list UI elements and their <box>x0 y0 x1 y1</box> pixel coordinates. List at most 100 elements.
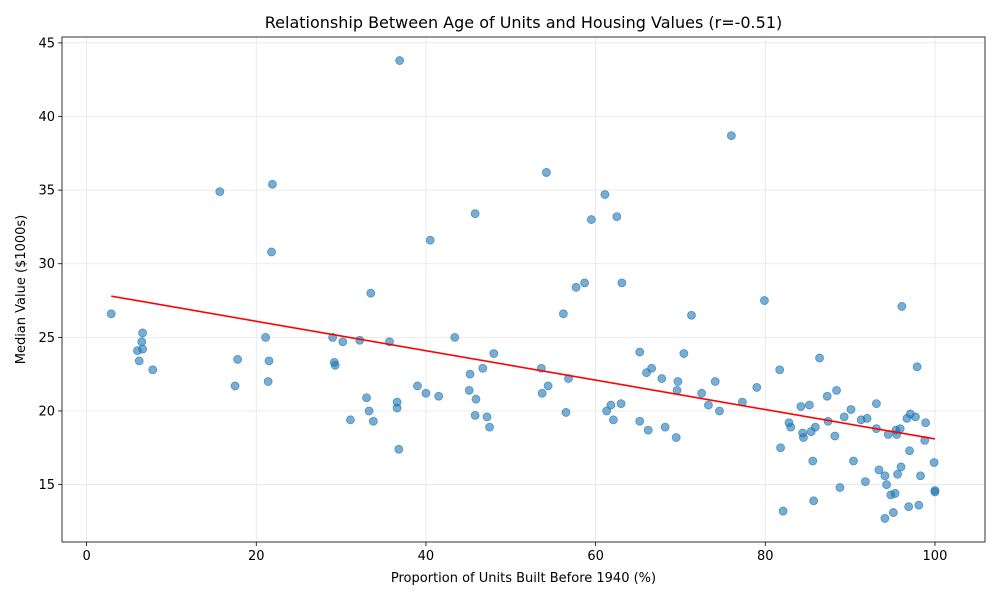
data-point <box>704 400 713 410</box>
x-axis-label: Proportion of Units Built Before 1940 (%… <box>391 571 656 586</box>
data-point <box>880 514 890 523</box>
y-tick-label: 30 <box>38 257 55 272</box>
data-point <box>862 413 872 423</box>
data-point <box>586 215 596 224</box>
data-point <box>485 422 494 432</box>
data-point <box>895 424 905 434</box>
data-point <box>617 278 627 288</box>
data-point <box>810 422 820 432</box>
data-point <box>726 131 736 141</box>
y-tick-label: 35 <box>38 184 55 199</box>
data-point <box>134 356 144 366</box>
data-point <box>809 496 819 506</box>
data-point <box>362 393 371 403</box>
data-point <box>233 355 243 364</box>
data-point <box>775 365 785 375</box>
data-point <box>392 403 402 413</box>
data-point <box>478 363 488 373</box>
data-point <box>138 328 147 338</box>
data-point <box>421 388 431 398</box>
data-point <box>815 353 824 363</box>
data-point <box>830 431 840 441</box>
data-point <box>558 309 568 319</box>
data-point <box>543 381 553 391</box>
data-point <box>904 502 914 512</box>
data-point <box>687 310 696 320</box>
data-point <box>471 394 481 404</box>
data-point <box>846 405 856 414</box>
data-point <box>571 282 581 292</box>
x-axis-ticks: 0 20 40 60 80 100 <box>82 542 947 564</box>
y-tick-label: 20 <box>38 404 55 419</box>
data-point <box>366 288 376 298</box>
y-axis-label: Median Value ($1000s) <box>14 215 29 365</box>
x-tick-label: 20 <box>248 549 265 564</box>
x-tick-label: 40 <box>418 549 435 564</box>
data-point <box>609 415 618 425</box>
data-point <box>263 377 273 386</box>
y-tick-label: 45 <box>38 36 55 51</box>
data-point <box>230 381 240 391</box>
data-point <box>839 412 849 422</box>
data-point <box>804 400 814 410</box>
data-point <box>434 391 444 401</box>
data-point <box>796 402 806 411</box>
data-point <box>660 422 670 432</box>
data-point <box>600 190 610 199</box>
data-point <box>330 360 340 370</box>
data-point <box>647 363 657 373</box>
data-point <box>394 444 404 454</box>
data-point <box>914 500 924 510</box>
data-point <box>464 385 474 395</box>
x-tick-label: 60 <box>587 549 604 564</box>
data-point <box>450 332 460 342</box>
data-point <box>760 296 769 305</box>
data-point <box>822 391 832 401</box>
data-point <box>874 465 884 475</box>
data-point <box>148 365 158 375</box>
data-point <box>778 506 788 516</box>
data-point <box>911 412 920 422</box>
data-point <box>697 388 707 398</box>
data-point <box>602 406 612 416</box>
data-point <box>860 477 870 487</box>
data-point <box>786 422 796 432</box>
data-point <box>916 471 925 481</box>
data-point <box>267 247 276 257</box>
data-point <box>673 377 683 386</box>
data-point <box>413 381 422 391</box>
data-points <box>106 56 940 523</box>
data-point <box>882 480 891 489</box>
data-point <box>368 416 378 426</box>
data-point <box>893 469 903 479</box>
data-point <box>752 383 762 392</box>
data-point <box>835 483 845 492</box>
data-point <box>215 187 225 196</box>
data-point <box>635 347 645 357</box>
data-point <box>929 458 939 467</box>
data-point <box>465 369 475 379</box>
data-point <box>888 508 898 517</box>
x-tick-label: 80 <box>757 549 774 564</box>
chart-title: Relationship Between Age of Units and Ho… <box>265 13 782 32</box>
data-point <box>338 337 348 347</box>
data-point <box>679 349 689 358</box>
data-point <box>849 456 858 466</box>
data-point <box>912 362 922 372</box>
data-point <box>106 309 116 319</box>
data-point <box>715 406 724 416</box>
data-point <box>635 416 645 426</box>
x-tick-label: 100 <box>923 549 948 564</box>
data-point <box>470 410 480 420</box>
y-tick-label: 25 <box>38 331 55 346</box>
data-point <box>897 302 907 311</box>
data-point <box>872 399 881 409</box>
data-point <box>261 332 271 342</box>
data-point <box>346 415 355 425</box>
data-point <box>561 408 571 417</box>
plot-frame <box>61 36 986 543</box>
x-tick-label: 0 <box>82 549 90 564</box>
data-point <box>264 356 274 366</box>
